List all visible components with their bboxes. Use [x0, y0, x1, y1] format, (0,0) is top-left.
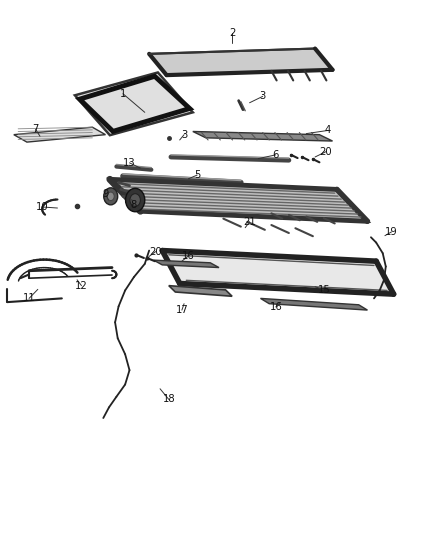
Text: 16: 16 — [182, 251, 195, 261]
Polygon shape — [261, 298, 367, 310]
Text: 21: 21 — [243, 217, 256, 227]
Text: 16: 16 — [269, 302, 282, 312]
Polygon shape — [153, 260, 219, 268]
Circle shape — [104, 188, 118, 205]
Text: 1: 1 — [120, 88, 126, 99]
Text: 10: 10 — [36, 202, 49, 212]
Polygon shape — [110, 179, 367, 221]
Text: 4: 4 — [325, 125, 331, 135]
Text: 8: 8 — [131, 200, 137, 211]
Text: 13: 13 — [123, 158, 136, 168]
Text: 20: 20 — [320, 147, 332, 157]
Polygon shape — [169, 286, 232, 296]
Text: 5: 5 — [194, 170, 200, 180]
Circle shape — [126, 188, 145, 212]
Text: 7: 7 — [32, 124, 39, 134]
Polygon shape — [162, 251, 394, 294]
Text: 17: 17 — [176, 305, 188, 315]
Text: 19: 19 — [385, 227, 398, 237]
Text: 2: 2 — [229, 28, 235, 38]
Text: 11: 11 — [23, 293, 35, 303]
Polygon shape — [75, 72, 193, 135]
Polygon shape — [14, 127, 106, 142]
Text: 3: 3 — [181, 130, 187, 140]
Text: 12: 12 — [75, 281, 88, 290]
Text: 6: 6 — [272, 150, 279, 160]
Text: 3: 3 — [260, 91, 266, 101]
Circle shape — [107, 192, 114, 200]
Text: 20: 20 — [149, 247, 162, 256]
Polygon shape — [149, 49, 332, 75]
Circle shape — [130, 193, 141, 206]
Text: 15: 15 — [318, 285, 330, 295]
Text: 9: 9 — [102, 189, 109, 199]
Polygon shape — [193, 132, 332, 141]
Text: 18: 18 — [162, 394, 175, 405]
